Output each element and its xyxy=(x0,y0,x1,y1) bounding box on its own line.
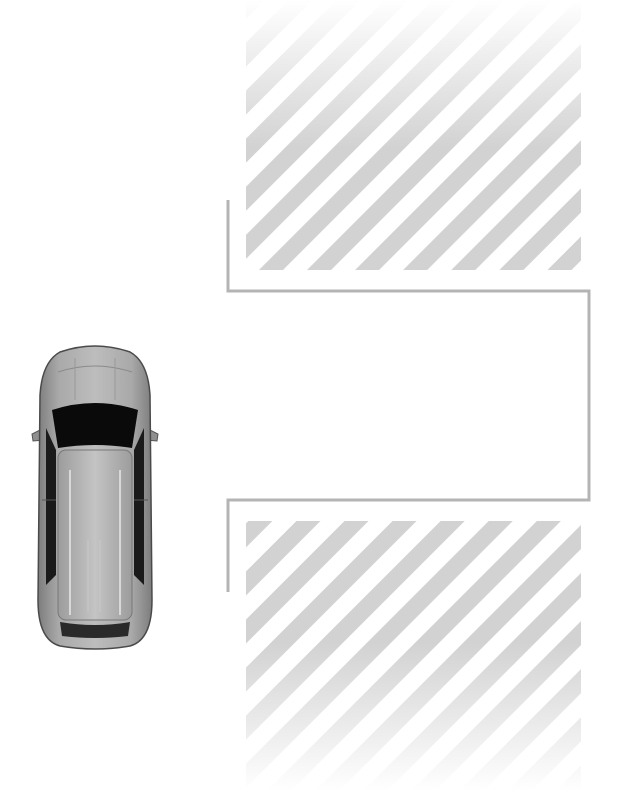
parking-space-outline xyxy=(226,200,591,592)
roof xyxy=(57,449,133,621)
occupied-zone-lower xyxy=(246,521,581,791)
windshield xyxy=(52,403,138,448)
car-icon xyxy=(31,345,159,650)
occupied-zone-upper xyxy=(246,0,581,270)
